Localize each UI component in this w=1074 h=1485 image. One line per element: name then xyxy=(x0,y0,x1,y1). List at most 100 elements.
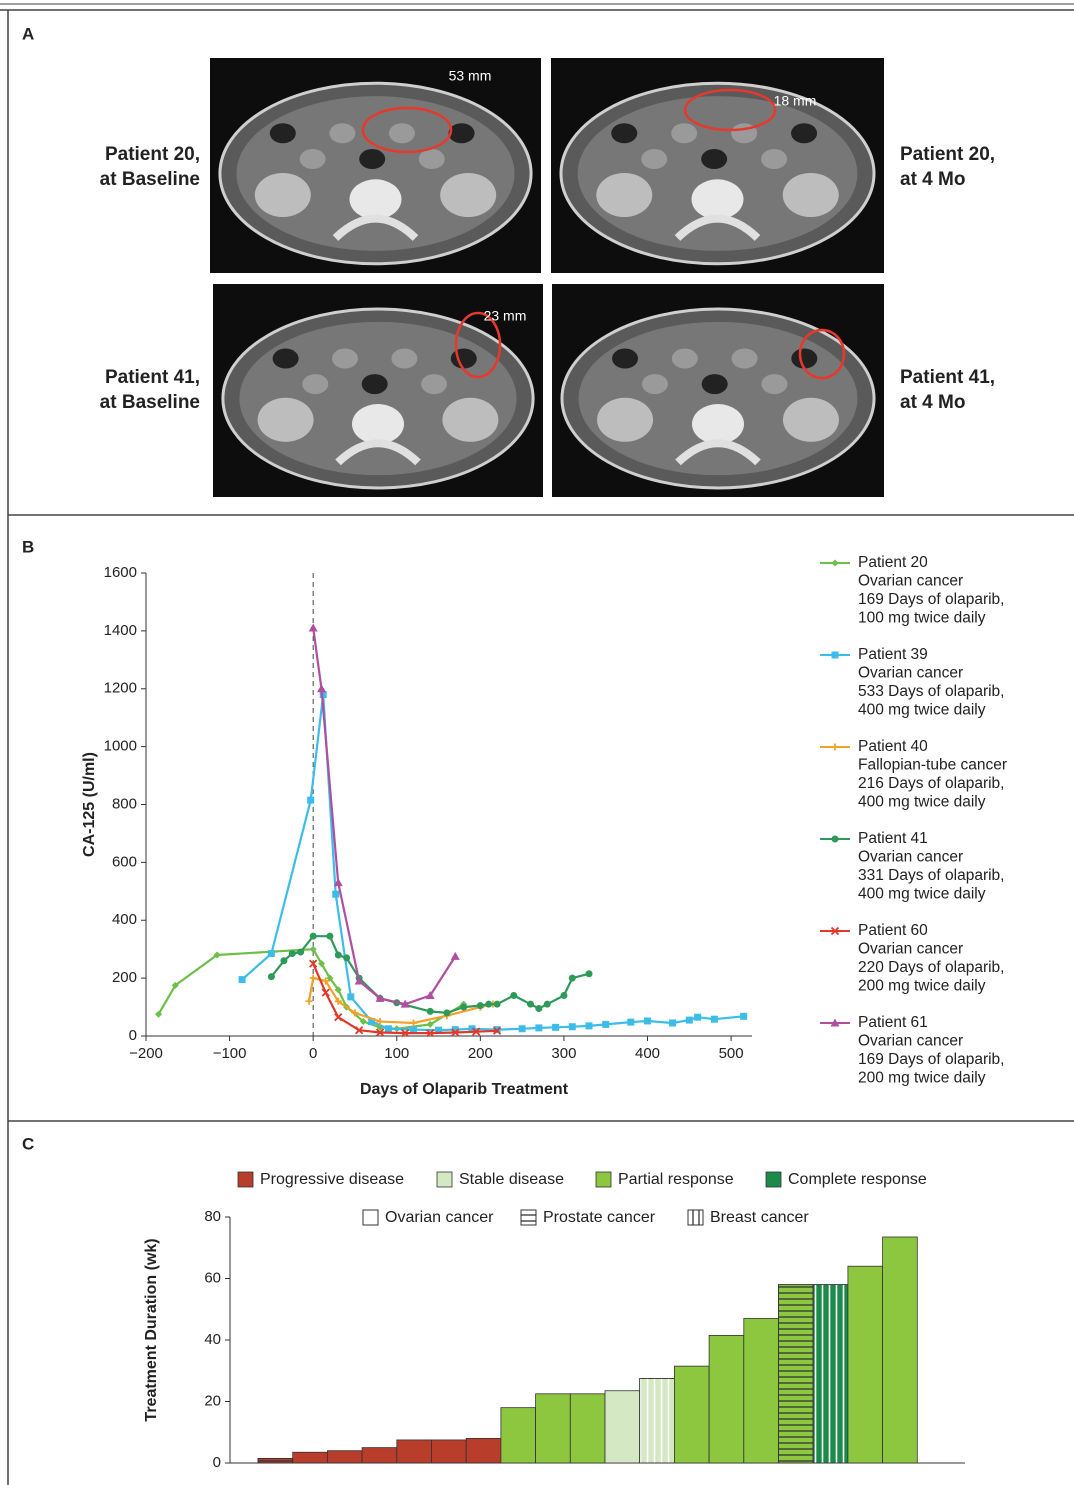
ct-bowel xyxy=(761,149,788,170)
x-axis-label: Days of Olaparib Treatment xyxy=(360,1081,569,1098)
lesion-circle xyxy=(683,88,777,132)
y-tick-label: 20 xyxy=(204,1392,221,1409)
ct-tissue xyxy=(578,321,858,476)
data-point xyxy=(543,1000,551,1008)
ct-image: 18 mm xyxy=(551,58,884,273)
panel-b: B 0 200 400 600 800 1000 1200 1400 1600 −200 −100 0 1… xyxy=(22,537,1007,1098)
data-point xyxy=(319,691,327,699)
bar xyxy=(361,1447,398,1464)
data-point xyxy=(485,1000,493,1008)
y-tick-label: 0 xyxy=(129,1027,137,1044)
ct-bowel xyxy=(701,374,728,395)
data-point xyxy=(627,1018,635,1026)
y-tick-label: 1600 xyxy=(104,564,137,581)
data-point xyxy=(568,974,576,982)
legend-name: Patient 41 xyxy=(858,830,928,847)
legend-detail: 220 Days of olaparib, xyxy=(858,959,1004,976)
bar xyxy=(674,1365,710,1464)
data-point xyxy=(602,1020,610,1028)
image-caption: at 4 Mo xyxy=(900,169,965,190)
image-caption: Patient 41, xyxy=(900,367,995,388)
legend-detail: 533 Days of olaparib, xyxy=(858,683,1004,700)
data-point xyxy=(435,1026,443,1034)
legend-name: Patient 20 xyxy=(858,554,928,571)
data-point xyxy=(560,991,568,999)
data-point xyxy=(267,973,275,981)
ct-bowel xyxy=(302,374,329,395)
bar xyxy=(465,1438,502,1464)
data-point xyxy=(450,951,460,960)
data-point xyxy=(425,990,435,999)
ct-bowel xyxy=(731,348,758,369)
legend-swatch xyxy=(595,1171,612,1188)
legend-detail: 331 Days of olaparib, xyxy=(858,867,1004,884)
legend-marker xyxy=(831,559,839,567)
bar xyxy=(604,1390,641,1464)
data-point xyxy=(354,976,364,985)
lesion-circle xyxy=(798,328,846,380)
ct-bowel xyxy=(761,374,788,395)
bar-pattern xyxy=(257,1457,294,1464)
ct-bowel xyxy=(391,348,418,369)
data-point xyxy=(426,1028,435,1038)
bar xyxy=(396,1439,432,1464)
data-point xyxy=(347,993,355,1001)
bar xyxy=(431,1439,467,1464)
y-axis-label: CA-125 (U/ml) xyxy=(81,752,98,857)
data-point xyxy=(351,1009,359,1017)
legend-marker xyxy=(831,651,839,659)
data-point xyxy=(585,970,593,978)
ct-organ-left xyxy=(596,173,653,217)
ct-bowel xyxy=(299,149,326,170)
legend-name: Patient 61 xyxy=(858,1014,928,1031)
data-point xyxy=(585,1022,593,1030)
ct-bowel xyxy=(418,149,445,170)
data-point xyxy=(426,1007,434,1015)
data-point xyxy=(280,957,288,965)
data-point xyxy=(409,1019,417,1027)
x-tick-label: 300 xyxy=(551,1045,576,1062)
ct-organ-left xyxy=(257,397,314,442)
data-point xyxy=(318,960,326,968)
bar xyxy=(326,1450,363,1464)
data-point xyxy=(468,1025,476,1033)
ct-tissue xyxy=(239,321,517,476)
legend-swatch xyxy=(237,1171,254,1188)
panel-letter: A xyxy=(22,24,34,43)
bar xyxy=(292,1451,328,1464)
y-tick-label: 400 xyxy=(112,911,137,928)
ct-organ-right xyxy=(782,173,839,217)
y-axis-label: Treatment Duration (wk) xyxy=(143,1238,160,1421)
ct-bowel xyxy=(701,149,728,170)
legend-label: Prostate cancer xyxy=(543,1209,656,1226)
data-point xyxy=(384,1025,392,1033)
legend-detail: Fallopian-tube cancer xyxy=(858,757,1007,774)
bar-pattern xyxy=(812,1284,849,1464)
data-point xyxy=(368,1018,376,1026)
data-point xyxy=(309,932,317,940)
legend-label: Progressive disease xyxy=(260,1171,404,1188)
ct-bowel xyxy=(791,348,818,369)
x-tick-label: 400 xyxy=(635,1045,660,1062)
lesion-circle xyxy=(361,106,453,154)
ct-organ-left xyxy=(254,173,311,217)
ct-bowel xyxy=(612,348,639,369)
ct-organ-left xyxy=(597,397,654,442)
image-caption: Patient 20, xyxy=(105,144,200,165)
data-point xyxy=(213,951,221,959)
x-tick-label: 200 xyxy=(468,1045,493,1062)
ct-spine xyxy=(675,439,761,466)
data-point xyxy=(710,1015,718,1023)
y-tick-label: 40 xyxy=(204,1331,221,1348)
data-point xyxy=(535,1005,543,1013)
legend-label: Breast cancer xyxy=(710,1209,809,1226)
ct-bowel xyxy=(388,123,415,144)
legend-label: Ovarian cancer xyxy=(385,1209,494,1226)
data-point xyxy=(510,991,518,999)
series-line xyxy=(312,627,457,1006)
data-point xyxy=(476,1002,484,1010)
data-point xyxy=(526,1000,534,1008)
bar-pattern xyxy=(639,1378,675,1464)
data-point xyxy=(297,948,305,956)
data-point xyxy=(460,1003,468,1011)
